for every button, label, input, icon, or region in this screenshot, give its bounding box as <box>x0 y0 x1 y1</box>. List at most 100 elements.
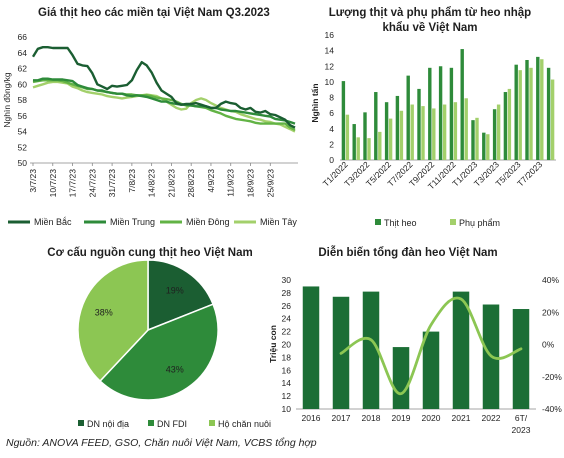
chart4-ytick-label: 22 <box>282 327 292 337</box>
chart3-legend-swatch <box>78 420 84 426</box>
chart2-ytick-label: 16 <box>325 30 335 40</box>
chart3-legend-label: Hộ chăn nuôi <box>218 419 271 429</box>
chart3-legend-label: DN FDI <box>157 419 187 429</box>
chart1-ytick-label: 64 <box>18 48 28 58</box>
chart2-bar-phu <box>356 137 360 160</box>
chart3-pie-slice <box>77 259 149 383</box>
chart2-bar-phu <box>540 59 544 160</box>
chart4-ytick-label: 24 <box>282 314 292 324</box>
chart1-ytick-label: 62 <box>18 64 28 74</box>
chart-import-volume: Lượng thịt và phụ phẩm từ heo nhập khẩu … <box>310 7 556 228</box>
chart2-bar-thit <box>352 124 356 160</box>
chart4-y2tick-label: 40% <box>542 275 559 285</box>
chart2-bar-thit <box>492 109 497 160</box>
chart2-ytick-label: 10 <box>325 77 335 87</box>
chart2-bar-thit <box>471 120 475 160</box>
chart2-ytick-label: 6 <box>329 108 334 118</box>
chart2-legend-swatch <box>375 219 381 225</box>
chart2-bar-thit <box>503 92 508 160</box>
chart2-bar-phu <box>529 67 533 160</box>
chart1-ytick-label: 60 <box>18 79 28 89</box>
chart1-xtick-label: 28/8/23 <box>186 169 196 198</box>
chart2-bar-phu <box>464 98 468 160</box>
chart4-xtick-label: 2017 <box>332 413 351 423</box>
chart1-ytick-label: 52 <box>18 142 28 152</box>
chart4-growth-line <box>339 296 523 396</box>
chart2-bar-thit <box>460 49 464 160</box>
chart1-xtick-label: 7/8/23 <box>127 169 137 193</box>
chart4-title: Diễn biến tổng đàn heo Việt Nam <box>318 246 497 259</box>
chart1-xtick-label: 18/9/23 <box>246 169 256 198</box>
chart2-bar-phu <box>496 104 501 160</box>
chart3-legend-swatch <box>209 420 215 426</box>
chart2-bar-thit <box>514 64 518 160</box>
chart1-xtick-label-group: 18/9/23 <box>246 169 256 198</box>
chart1-legend-label: Miền Trung <box>110 217 155 227</box>
chart4-ytick-label: 14 <box>282 378 292 388</box>
chart4-ytick-label: 26 <box>282 301 292 311</box>
chart1-ytick-label: 54 <box>18 127 28 137</box>
chart1-ytick-label: 58 <box>18 95 28 105</box>
chart1-xtick-label: 4/9/23 <box>206 169 216 193</box>
chart1-xtick-label: 17/7/23 <box>68 169 78 198</box>
chart4-ytick-label: 12 <box>282 391 292 401</box>
chart4-y2tick-label: 20% <box>542 307 559 317</box>
chart2-bar-thit <box>341 81 346 160</box>
chart1-series-line-3 <box>32 80 296 133</box>
chart4-xtick-label: 2016 <box>302 413 321 423</box>
chart1-xtick-label: 10/7/23 <box>48 169 58 198</box>
chart4-xtick-label: 2022 <box>482 413 501 423</box>
chart2-title-line1: Lượng thịt và phụ phẩm từ heo nhập <box>329 7 531 19</box>
chart2-bar-phu <box>550 79 555 160</box>
chart4-bar <box>302 286 320 409</box>
chart4-y2tick-label: -40% <box>542 404 562 414</box>
chart-pork-price-regions: Giá thịt heo các miền tại Việt Nam Q3.20… <box>2 7 298 227</box>
chart3-legend-label: DN nội địa <box>87 419 129 429</box>
chart1-series-line-0 <box>31 46 296 129</box>
chart2-bar-thit <box>536 56 540 160</box>
chart1-xtick-label-group: 7/8/23 <box>127 169 137 193</box>
chart2-bar-phu <box>486 134 490 160</box>
chart2-bar-thit <box>417 88 421 160</box>
chart2-bar-thit <box>428 67 432 160</box>
chart2-bar-phu <box>410 104 414 160</box>
chart1-xtick-label: 14/8/23 <box>147 169 157 198</box>
chart2-ytick-label: 4 <box>329 124 334 134</box>
chart2-bar-phu <box>367 138 371 160</box>
chart1-xtick-label: 3/7/23 <box>28 169 38 193</box>
chart4-ytick-label: 28 <box>282 288 292 298</box>
chart4-y2tick-label: -20% <box>542 372 562 382</box>
chart1-xtick-label: 11/9/23 <box>226 169 236 197</box>
chart1-xtick-label-group: 31/7/23 <box>107 169 117 198</box>
chart1-xtick-label-group: 17/7/23 <box>68 169 78 198</box>
chart1-xtick-label-group: 11/9/23 <box>226 169 236 197</box>
chart1-xtick-label-group: 10/7/23 <box>48 169 58 198</box>
chart3-legend-swatch <box>148 420 154 426</box>
chart2-ytick-label: 14 <box>325 46 335 56</box>
chart1-xtick-label: 21/8/23 <box>166 169 176 198</box>
chart4-xtick-label: 2018 <box>362 413 381 423</box>
chart4-ytick-label: 10 <box>282 404 292 414</box>
chart1-xtick-label-group: 24/7/23 <box>87 169 97 198</box>
chart4-ytick-label: 16 <box>282 365 292 375</box>
chart2-ytick-label: 12 <box>325 61 335 71</box>
chart2-bar-phu <box>507 88 512 160</box>
chart4-xtick-label-2: 2023 <box>512 425 531 435</box>
chart2-bar-thit <box>546 67 551 160</box>
chart2-bar-thit <box>395 95 400 160</box>
chart1-xtick-label-group: 28/8/23 <box>186 169 196 198</box>
chart2-title-line2: khẩu về Việt Nam <box>382 22 477 34</box>
chart1-xtick-label: 25/9/23 <box>265 169 275 198</box>
chart2-ytick-label: 2 <box>329 139 334 149</box>
chart4-xtick-label: 6T/ <box>515 413 528 423</box>
chart4-bar <box>512 309 530 409</box>
chart2-bar-phu <box>421 106 425 160</box>
chart1-ytick-label: 66 <box>18 32 28 42</box>
chart4-xtick-label: 2019 <box>392 413 411 423</box>
chart3-slice-label: 38% <box>95 307 113 317</box>
chart1-title: Giá thịt heo các miền tại Việt Nam Q3.20… <box>38 7 270 19</box>
chart3-pie-slice <box>147 259 215 332</box>
chart2-bar-phu <box>453 102 458 160</box>
chart1-legend-label: Miền Bắc <box>34 217 72 227</box>
chart2-bar-thit <box>363 112 367 160</box>
